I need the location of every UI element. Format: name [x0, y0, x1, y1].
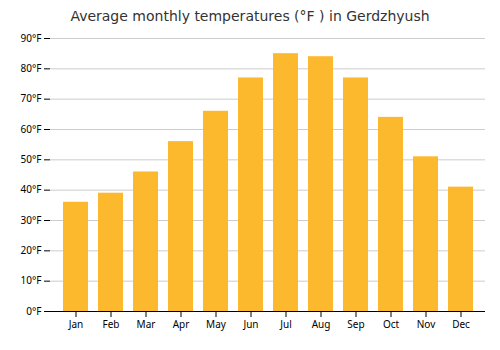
svg-text:30°F: 30°F: [21, 213, 42, 227]
svg-text:Jul: Jul: [279, 317, 292, 331]
svg-text:Sep: Sep: [347, 317, 364, 331]
svg-text:Jun: Jun: [242, 317, 258, 331]
svg-text:50°F: 50°F: [21, 152, 42, 166]
svg-text:90°F: 90°F: [21, 31, 42, 45]
svg-text:0°F: 0°F: [26, 304, 41, 318]
svg-text:May: May: [206, 317, 227, 331]
svg-text:20°F: 20°F: [21, 243, 42, 257]
svg-text:60°F: 60°F: [21, 122, 42, 136]
svg-text:Oct: Oct: [383, 317, 400, 331]
svg-text:Dec: Dec: [452, 317, 470, 331]
svg-text:10°F: 10°F: [21, 273, 42, 287]
svg-text:70°F: 70°F: [21, 91, 42, 105]
svg-text:Apr: Apr: [173, 317, 190, 331]
svg-text:80°F: 80°F: [21, 61, 42, 75]
svg-text:Aug: Aug: [312, 317, 331, 331]
svg-text:40°F: 40°F: [21, 182, 42, 196]
svg-text:Mar: Mar: [137, 317, 156, 331]
svg-text:Feb: Feb: [103, 317, 120, 331]
svg-text:Nov: Nov: [417, 317, 436, 331]
html-text:Average monthly temperatures (: Average monthly temperatures (°F ) in Ge…: [70, 8, 430, 24]
svg-text:Jan: Jan: [68, 317, 84, 331]
